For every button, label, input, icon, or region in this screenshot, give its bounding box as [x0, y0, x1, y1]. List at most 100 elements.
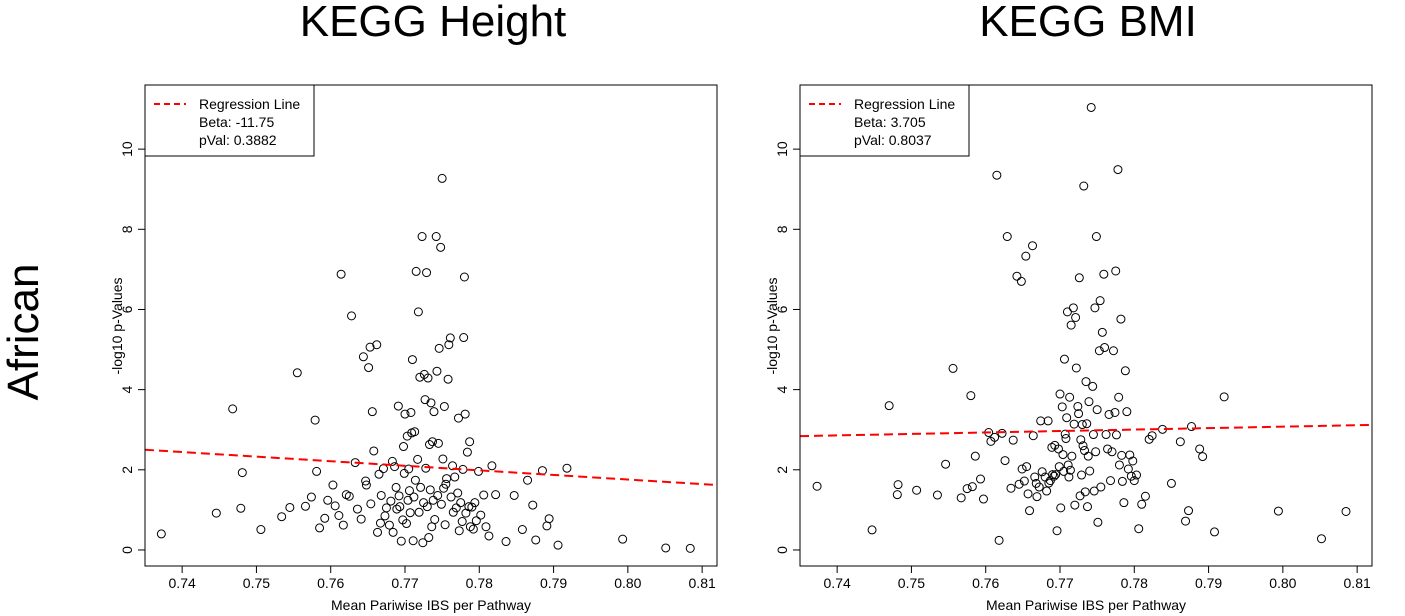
scatter-point	[1058, 450, 1068, 460]
scatter-point	[446, 492, 456, 502]
x-tick-label: 0.76	[317, 575, 344, 591]
scatter-point	[1186, 422, 1196, 432]
scatter-point	[320, 513, 330, 523]
scatter-point	[1061, 434, 1071, 444]
scatter-point	[386, 496, 396, 506]
scatter-point	[237, 468, 247, 478]
scatter-point	[388, 527, 398, 537]
scatter-point	[441, 479, 451, 489]
y-tick-label: 2	[119, 466, 135, 474]
scatter-point	[392, 504, 402, 514]
scatter-point	[1002, 232, 1012, 242]
scatter-point	[409, 492, 419, 502]
scatter-point	[1080, 446, 1090, 456]
scatter-point	[364, 363, 374, 373]
scatter-point	[1103, 444, 1113, 454]
scatter-point	[1077, 420, 1087, 430]
scatter-point	[523, 475, 533, 485]
scatter-point	[323, 495, 333, 505]
scatter-point	[1023, 489, 1033, 499]
scatter-point	[450, 472, 460, 482]
scatter-point	[402, 431, 412, 441]
scatter-point	[462, 447, 472, 457]
scatter-point	[394, 491, 404, 501]
scatter-point	[414, 507, 424, 517]
scatter-point	[448, 461, 458, 471]
scatter-point	[352, 504, 362, 514]
scatter-point	[484, 531, 494, 541]
scatter-point	[426, 398, 436, 408]
scatter-point	[361, 480, 371, 490]
scatter-point	[893, 480, 903, 490]
scatter-point	[812, 481, 822, 491]
scatter-point	[430, 515, 440, 525]
x-axis-label: Mean Pariwise IBS per Pathway	[986, 597, 1186, 613]
scatter-point	[685, 543, 695, 553]
x-tick-label: 0.75	[243, 575, 270, 591]
scatter-point	[418, 538, 428, 548]
scatter-point	[966, 391, 976, 401]
scatter-point	[1074, 273, 1084, 283]
scatter-point	[1062, 413, 1072, 423]
scatter-point	[465, 437, 475, 447]
scatter-point	[941, 459, 951, 469]
scatter-point	[448, 507, 458, 517]
legend-beta: Beta: 3.705	[854, 114, 926, 130]
scatter-point	[1000, 456, 1010, 466]
scatter-point	[1125, 450, 1135, 460]
scatter-point	[1119, 498, 1129, 508]
axis-ticks: 0.74 0.75 0.76 0.77 0.78 0.79 0.80 0.81 0 2 4 6 8 10	[774, 141, 1371, 591]
scatter-point	[1077, 470, 1087, 480]
scatter-point	[1219, 392, 1229, 402]
scatter-point	[1091, 447, 1101, 457]
scatter-point	[1111, 430, 1121, 440]
scatter-point	[476, 510, 486, 520]
scatter-point	[1084, 397, 1094, 407]
scatter-point	[417, 232, 427, 242]
scatter-point	[393, 401, 403, 411]
scatter-point	[438, 454, 448, 464]
x-tick-label: 0.81	[689, 575, 716, 591]
scatter-point	[1071, 312, 1081, 322]
scatter-point	[404, 486, 414, 496]
scatter-point	[1198, 452, 1208, 462]
scatter-point	[408, 536, 418, 546]
y-axis-label: -log10 p-Values	[764, 277, 780, 374]
scatter-point	[391, 482, 401, 492]
scatter-point	[404, 464, 414, 474]
scatter-point	[1107, 447, 1117, 457]
scatter-point	[422, 502, 432, 512]
scatter-point	[1028, 241, 1038, 251]
scatter-point	[501, 537, 511, 547]
scatter-point	[390, 462, 400, 472]
regression-line	[144, 448, 718, 487]
scatter-point	[1082, 419, 1092, 429]
scatter-point	[1086, 102, 1096, 112]
plot-frame	[799, 84, 1373, 567]
scatter-point	[411, 266, 421, 276]
y-tick-label: 0	[119, 546, 135, 554]
x-tick-label: 0.76	[972, 575, 999, 591]
scatter-point	[1111, 266, 1121, 276]
scatter-point	[425, 440, 435, 450]
scatter-point	[277, 512, 287, 522]
scatter-point	[410, 475, 420, 485]
scatter-point	[459, 272, 469, 282]
scatter-point	[1090, 303, 1100, 313]
scatter-point	[1117, 476, 1127, 486]
scatter-point	[410, 427, 420, 437]
scatter-point	[1006, 483, 1016, 493]
scatter-point	[422, 268, 432, 278]
scatter-point	[440, 520, 450, 530]
scatter-point	[434, 343, 444, 353]
scatter-point	[399, 468, 409, 478]
y-tick-label: 6	[119, 305, 135, 313]
scatter-point	[1043, 416, 1053, 426]
legend: Regression Line Beta: -11.75 pVal: 0.388…	[144, 84, 315, 157]
scatter-point	[1017, 464, 1027, 474]
scatter-point	[1060, 429, 1070, 439]
scatter-point	[544, 514, 554, 524]
x-tick-label: 0.74	[169, 575, 196, 591]
scatter-point	[487, 461, 497, 471]
